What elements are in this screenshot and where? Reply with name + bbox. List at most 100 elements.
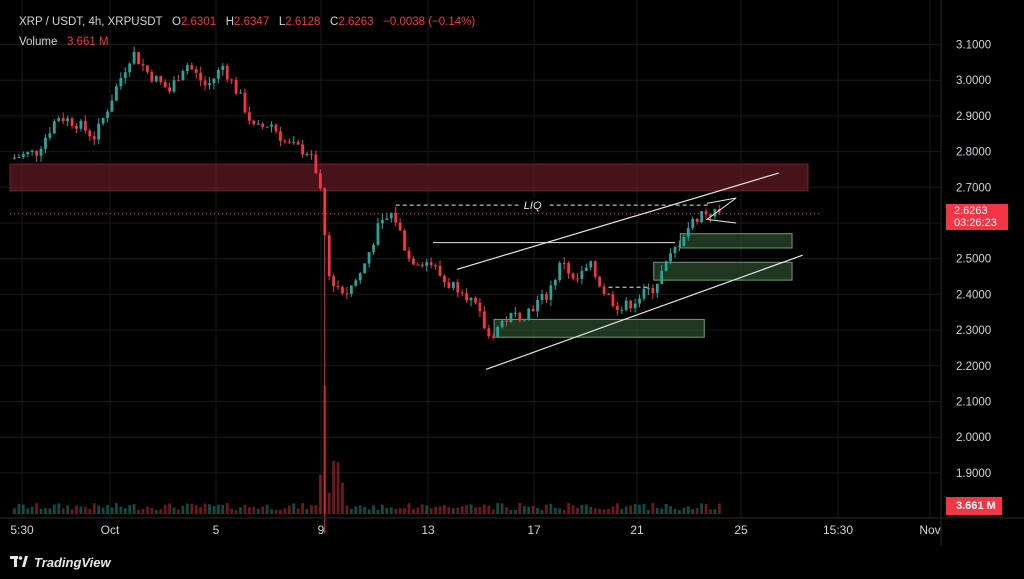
candle-down [274, 124, 278, 132]
close-value: 2.6263 [338, 16, 374, 28]
candle-down [323, 188, 327, 236]
volume-bar [203, 503, 207, 514]
candle-up [13, 157, 16, 159]
candle-up [123, 72, 127, 78]
candle-down [598, 276, 602, 287]
candle-up [66, 118, 70, 122]
volume-bar [234, 509, 238, 514]
volume-bar [456, 507, 460, 514]
time-tick-label: 17 [527, 523, 541, 537]
candle-down [407, 250, 411, 259]
volume-bar [584, 504, 588, 514]
volume-bar [514, 509, 517, 514]
candle-up [536, 300, 539, 312]
open-value: 2.6301 [180, 16, 217, 28]
candle-down [336, 285, 340, 288]
candle-down [576, 278, 579, 280]
price-tick-label: 2.8000 [956, 147, 991, 159]
volume-bar [474, 507, 477, 514]
volume-bar [279, 509, 282, 514]
volume-bar [318, 474, 322, 514]
candle-down [203, 80, 207, 86]
chart-legend: XRP / USDT, 4h, XRPUSDT O2.6301 H2.6347 … [19, 14, 475, 50]
wedge-drawing [705, 197, 737, 224]
volume-bar [629, 505, 633, 514]
volume-bar [79, 506, 83, 514]
candle-down [607, 294, 610, 296]
candle-up [115, 86, 118, 101]
symbol-label[interactable]: XRP / USDT, 4h, XRPUSDT [19, 16, 163, 28]
candle-up [363, 263, 367, 274]
volume-bar [376, 509, 380, 514]
price-tick-label: 2.9000 [956, 111, 991, 123]
low-value: 2.6128 [285, 16, 321, 28]
volume-bar [75, 505, 78, 514]
candle-down [75, 125, 78, 129]
volume-bar [496, 503, 500, 514]
candle-down [571, 273, 575, 279]
volume-tag: 3.661 M [946, 497, 1002, 515]
axes-layer: 3.10003.00002.90002.80002.70002.60002.50… [0, 0, 1024, 545]
volume-bar [549, 503, 553, 514]
volume-bar [593, 508, 597, 514]
price-tick-label: 1.9000 [956, 468, 991, 480]
volume-bar [367, 509, 371, 514]
candle-up [39, 148, 43, 156]
candle-down [651, 288, 655, 293]
candle-down [456, 282, 460, 293]
candle-up [265, 126, 269, 128]
demand-zone [679, 233, 793, 249]
candle-down [318, 173, 322, 189]
candle-up [305, 154, 309, 156]
candle-up [540, 294, 544, 301]
price-tick-label: 2.0000 [956, 432, 991, 444]
volume-bar [106, 504, 109, 514]
candle-up [500, 320, 504, 328]
tradingview-branding[interactable]: TradingView [10, 553, 111, 571]
candle-up [239, 92, 242, 94]
volume-bar [505, 507, 508, 514]
volume-bar [589, 506, 593, 514]
volume-bar [385, 507, 389, 514]
candle-down [225, 65, 229, 80]
volume-bar [394, 508, 398, 514]
candle-up [181, 71, 185, 81]
volume-bar [341, 482, 344, 514]
volume-bar [208, 504, 211, 514]
liq-label: LIQ [524, 200, 542, 212]
volume-bar [159, 509, 163, 514]
volume-bar [252, 507, 256, 514]
candle-down [194, 69, 198, 73]
volume-bar [611, 506, 615, 514]
candle-down [629, 300, 633, 309]
liq-label-bg [518, 198, 547, 212]
candle-down [478, 302, 482, 312]
volume-bar [354, 506, 358, 514]
candle-down [447, 282, 451, 289]
volume-bar [48, 508, 52, 514]
volume-bar [177, 509, 180, 514]
volume-bar [607, 508, 610, 514]
candle-down [146, 65, 149, 72]
candle-down [474, 297, 477, 303]
candle-down [279, 131, 282, 141]
volume-bar [44, 508, 47, 514]
volume-bar [398, 508, 402, 514]
volume-bar [429, 508, 433, 514]
candle-up [451, 282, 455, 289]
candle-up [496, 327, 500, 338]
volume-bar [26, 508, 30, 514]
candle-down [301, 144, 304, 155]
candle-down [141, 64, 145, 66]
candle-down [695, 218, 699, 223]
candle-down [420, 264, 424, 266]
candle-up [580, 270, 584, 279]
candle-down [545, 294, 548, 300]
volume-bar [141, 508, 145, 514]
volume-bar [522, 506, 526, 514]
volume-bar [83, 506, 87, 514]
volume-bar [620, 508, 624, 514]
candle-down [429, 262, 433, 266]
